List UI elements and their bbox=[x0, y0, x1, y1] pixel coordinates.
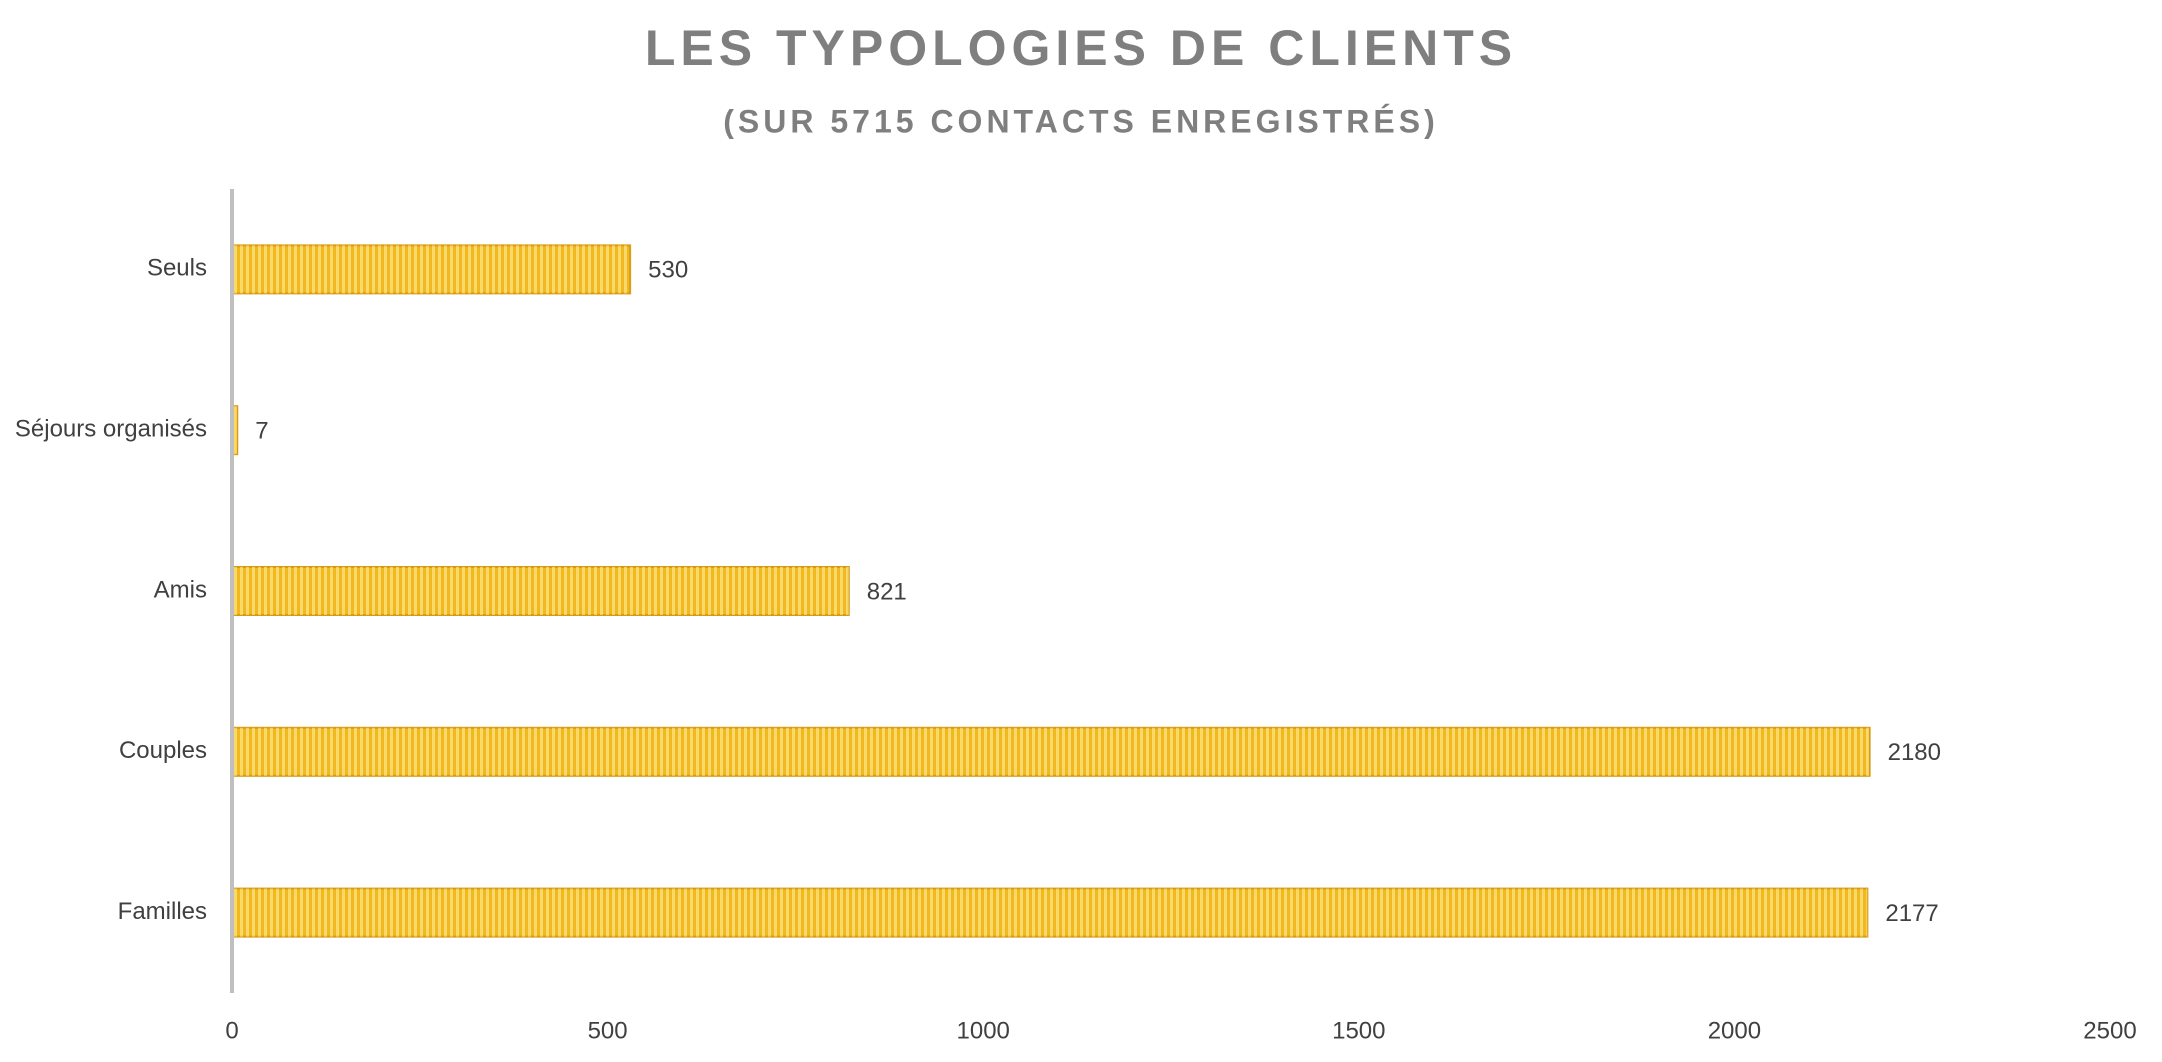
bar bbox=[231, 726, 1871, 777]
y-tick-label: Séjours organisés bbox=[15, 416, 207, 443]
x-tick-label: 1500 bbox=[1332, 1017, 1385, 1044]
x-tick-label: 2000 bbox=[1708, 1017, 1761, 1044]
chart-subtitle: (SUR 5715 CONTACTS ENREGISTRÉS) bbox=[723, 103, 1439, 139]
bar bbox=[231, 887, 1869, 938]
data-label: 821 bbox=[867, 578, 907, 605]
y-tick-label: Couples bbox=[119, 737, 207, 764]
y-tick-label: Familles bbox=[118, 898, 207, 925]
x-tick-label: 1000 bbox=[957, 1017, 1010, 1044]
data-label: 2180 bbox=[1888, 739, 1941, 766]
data-label: 7 bbox=[255, 418, 268, 445]
chart-title: LES TYPOLOGIES DE CLIENTS bbox=[645, 20, 1517, 76]
x-tick-label: 2500 bbox=[2083, 1017, 2136, 1044]
data-label: 530 bbox=[648, 257, 688, 284]
x-tick-label: 0 bbox=[225, 1017, 238, 1044]
bar bbox=[231, 566, 850, 616]
x-tick-label: 500 bbox=[588, 1017, 628, 1044]
y-tick-label: Amis bbox=[154, 576, 207, 603]
y-tick-label: Seuls bbox=[147, 255, 207, 282]
bar bbox=[231, 244, 632, 295]
data-label: 2177 bbox=[1885, 900, 1938, 927]
